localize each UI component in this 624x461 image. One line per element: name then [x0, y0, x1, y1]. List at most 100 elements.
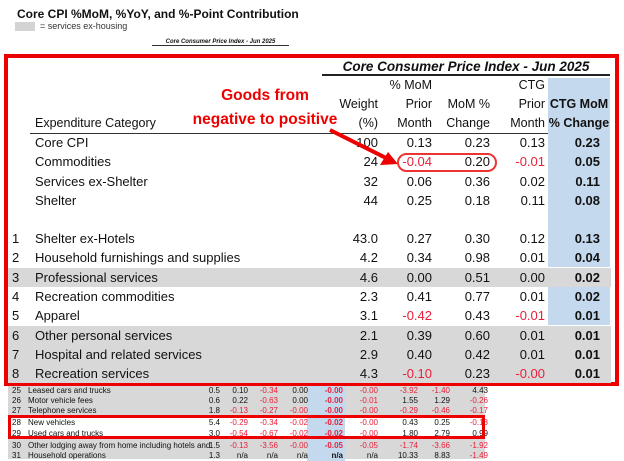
cell-value: 3.0: [208, 429, 220, 438]
cell-value: -0.00: [359, 418, 378, 427]
background-table-row: 27 Telephone services 1.8 -0.13 -0.27 -0.00 -0…: [8, 406, 488, 416]
cell-ctg-prior: -0.00: [515, 366, 545, 382]
header-weight-1: Weight: [339, 97, 378, 111]
table-row: Core CPI 100 0.13 0.23 0.13 0.23: [8, 133, 611, 152]
background-table-row: 30 Other lodging away from home including…: [8, 441, 488, 451]
cell-value: 0.99: [472, 429, 488, 438]
cell-ctg: 0.11: [548, 171, 610, 191]
table-row: 6 Other personal services 2.1 0.39 0.60 0.01 0…: [8, 325, 611, 345]
background-table-row: 31 Household operations 1.3 n/a n/a n/a n/a n/a…: [8, 451, 488, 461]
highlight-oval: [397, 153, 497, 172]
cell-weight: 4.2: [359, 250, 378, 266]
cell-ctg: 0.01: [574, 366, 600, 382]
row-number: 5: [12, 308, 20, 324]
cell-value: 0.43: [402, 418, 418, 427]
header-momprior-2: Prior: [405, 97, 432, 111]
row-category: Professional services: [35, 269, 158, 285]
header-ctg-1: CTG MoM: [549, 97, 609, 111]
cell-value: -0.46: [431, 406, 450, 415]
cell-value: -0.00: [289, 441, 308, 450]
row-category: Apparel: [35, 308, 80, 324]
cell-ctg-prior: 0.01: [519, 346, 545, 362]
row-number: 31: [12, 451, 21, 460]
cell-value: -0.05: [324, 441, 343, 450]
cell-value: -0.29: [229, 418, 248, 427]
row-category: Other personal services: [35, 327, 173, 343]
cell-value: 8.83: [434, 451, 450, 460]
highlight-fill: [8, 415, 307, 439]
cell-value: -0.13: [229, 441, 248, 450]
cell-value: 2.79: [434, 429, 450, 438]
row-category: Telephone services: [28, 406, 97, 415]
cell-mom-prior: 0.34: [406, 250, 432, 266]
table-title: Core Consumer Price Index - Jun 2025: [322, 58, 610, 76]
cell-mom: 0.18: [464, 192, 490, 208]
row-category: Recreation commodities: [35, 288, 175, 304]
cell-weight: 32: [363, 173, 378, 189]
background-table-row: 29 Used cars and trucks 3.0 -0.54 -0.67 -0.02…: [8, 429, 488, 439]
cell-ctg: 0.23: [548, 133, 610, 152]
cell-value: -0.63: [259, 396, 278, 405]
annotation: Goods from negative to positive: [190, 84, 340, 132]
cell-mom: 0.36: [464, 173, 490, 189]
cell-mom-prior: 0.39: [406, 327, 432, 343]
row-number: 27: [12, 406, 21, 415]
cell-ctg: 0.13: [548, 229, 610, 248]
cell-value: n/a: [296, 451, 308, 460]
cell-value: -0.34: [259, 386, 278, 395]
table-row: 1 Shelter ex-Hotels 43.0 0.27 0.30 0.12 0.13: [8, 229, 611, 248]
annotation-line-1: Goods from: [221, 87, 309, 104]
cell-value: n/a: [331, 451, 343, 460]
row-number: 30: [12, 441, 21, 450]
row-category: Shelter ex-Hotels: [35, 231, 135, 246]
cell-mom-prior: 0.25: [406, 192, 432, 208]
header-mom-2: Change: [446, 116, 490, 130]
cell-value: -1.92: [469, 441, 488, 450]
cell-ctg-prior: 0.12: [519, 231, 545, 246]
cell-value: 0.00: [292, 396, 308, 405]
cell-mom: 0.23: [464, 135, 490, 150]
header-ctg-2: % Change: [548, 116, 610, 130]
cell-value: 0.10: [232, 386, 248, 395]
cell-weight: 4.6: [359, 269, 378, 285]
cell-value: -0.29: [399, 406, 418, 415]
cell-ctg-prior: -0.01: [515, 308, 545, 324]
cell-value: 0.6: [208, 396, 220, 405]
cell-mom: 0.43: [464, 308, 490, 324]
cell-mom-prior: -0.42: [402, 308, 432, 324]
cell-mom: 0.20: [464, 154, 490, 170]
cell-weight: 24: [363, 154, 378, 170]
row-number: 6: [12, 327, 20, 343]
cell-value: -0.02: [324, 418, 343, 427]
cell-weight: 43.0: [352, 231, 378, 246]
row-category: Household operations: [28, 451, 106, 460]
cell-value: n/a: [366, 451, 378, 460]
table-row: 3 Professional services 4.6 0.00 0.51 0.00 0.0…: [8, 267, 611, 287]
cell-value: -0.00: [324, 386, 343, 395]
cell-ctg: 0.04: [548, 248, 610, 268]
row-category: Motor vehicle fees: [28, 396, 93, 405]
row-number: 3: [12, 269, 20, 285]
cell-value: n/a: [266, 451, 278, 460]
row-category: Hospital and related services: [35, 346, 202, 362]
cell-value: 0.25: [434, 418, 450, 427]
cell-value: -3.92: [399, 386, 418, 395]
cell-ctg-prior: 0.01: [519, 250, 545, 266]
cell-value: 0.00: [292, 386, 308, 395]
row-number: 2: [12, 250, 20, 266]
cell-value: -0.17: [469, 406, 488, 415]
vehicles-highlight-box: [8, 415, 485, 439]
row-category: Recreation services: [35, 366, 150, 382]
cell-value: n/a: [236, 451, 248, 460]
cell-ctg-prior: 0.00: [519, 269, 545, 285]
cell-mom-prior: -0.04: [402, 154, 432, 170]
cell-value: 0.22: [232, 396, 248, 405]
row-number: 28: [12, 418, 21, 427]
row-number: 8: [12, 366, 20, 382]
row-category: Core CPI: [35, 135, 89, 150]
row-number: 25: [12, 386, 21, 395]
cell-value: -0.54: [229, 429, 248, 438]
cell-mom-prior: 0.27: [406, 231, 432, 246]
cell-mom: 0.42: [464, 346, 490, 362]
cell-ctg-prior: -0.01: [515, 154, 545, 170]
